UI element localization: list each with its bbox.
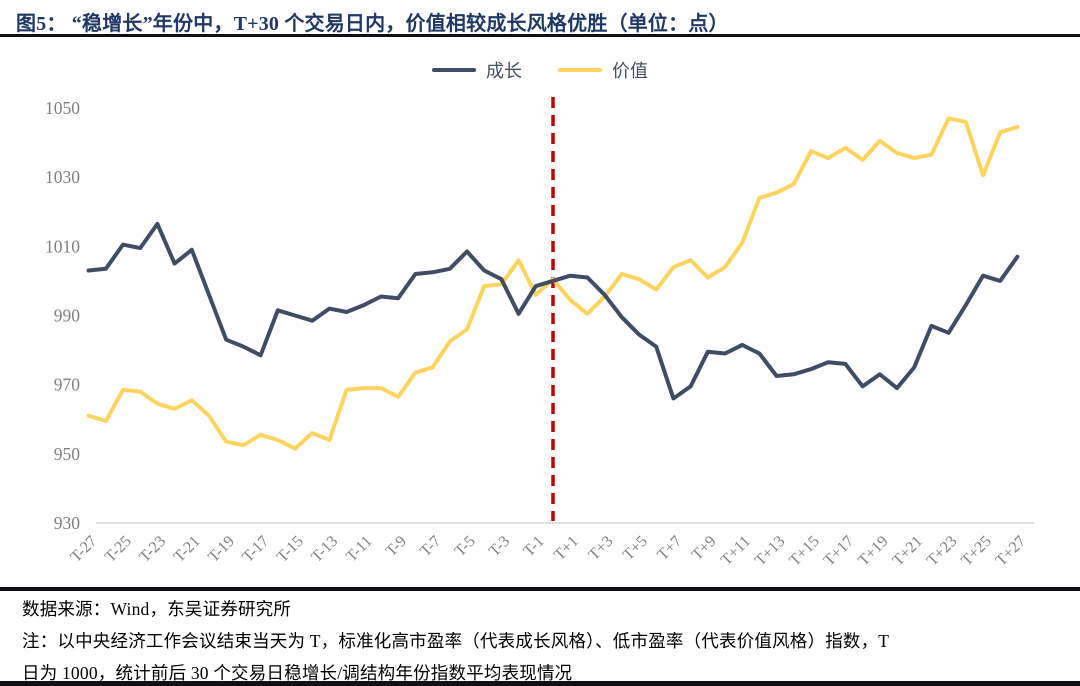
data-source-note: 数据来源：Wind，东吴证券研究所 bbox=[22, 599, 292, 619]
x-tick-label: T+25 bbox=[958, 533, 995, 570]
x-tick-label: T-3 bbox=[486, 533, 513, 560]
x-tick-label: T-15 bbox=[274, 533, 307, 566]
x-tick-label: T-17 bbox=[239, 533, 272, 566]
x-tick-label: T+23 bbox=[924, 533, 961, 570]
x-tick-label: T+21 bbox=[889, 533, 926, 570]
legend-item-growth: 成长 bbox=[432, 57, 522, 83]
x-tick-label: T-11 bbox=[343, 533, 376, 566]
x-tick-label: T+3 bbox=[585, 533, 616, 564]
value-line-swatch bbox=[558, 67, 602, 73]
growth-line bbox=[86, 221, 1020, 401]
x-tick-label: T-1 bbox=[520, 533, 547, 560]
x-tick-label: T+11 bbox=[718, 533, 754, 569]
x-tick-label: T-25 bbox=[102, 533, 135, 566]
x-tick-label: T-21 bbox=[171, 533, 204, 566]
growth-line-swatch bbox=[432, 67, 476, 73]
title-divider bbox=[0, 34, 1080, 37]
x-tick-label: T+17 bbox=[821, 533, 858, 570]
legend-label-growth: 成长 bbox=[486, 61, 522, 81]
x-tick-label: T+9 bbox=[689, 533, 720, 564]
x-tick-label: T+15 bbox=[786, 533, 823, 570]
y-tick-label: 1010 bbox=[45, 236, 80, 256]
x-tick-label: T+27 bbox=[993, 533, 1030, 570]
x-tick-label: T+19 bbox=[855, 533, 892, 570]
methodology-note-line2: 日为 1000，统计前后 30 个交易日稳增长/调结构年份指数平均表现情况 bbox=[22, 663, 573, 683]
chart-legend: 成长 价值 bbox=[0, 57, 1080, 83]
chart-title: 图5： “稳增长”年份中，T+30 个交易日内，价值相较成长风格优胜（单位：点） bbox=[16, 13, 729, 35]
x-tick-label: T-5 bbox=[452, 533, 479, 560]
y-tick-label: 930 bbox=[54, 513, 81, 533]
y-tick-label: 950 bbox=[54, 444, 81, 464]
legend-label-value: 价值 bbox=[612, 61, 648, 81]
y-tick-label: 970 bbox=[54, 375, 81, 395]
y-tick-label: 1050 bbox=[45, 98, 80, 118]
legend-item-value: 价值 bbox=[558, 57, 648, 83]
x-tick-label: T-9 bbox=[383, 533, 410, 560]
x-tick-label: T-27 bbox=[67, 533, 100, 566]
methodology-note-line1: 注：以中央经济工作会议结束当天为 T，标准化高市盈率（代表成长风格）、低市盈率（… bbox=[22, 631, 890, 651]
x-tick-label: T+7 bbox=[654, 533, 685, 564]
y-tick-label: 990 bbox=[54, 306, 81, 326]
x-tick-label: T-19 bbox=[205, 533, 238, 566]
x-tick-label: T-13 bbox=[308, 533, 341, 566]
y-tick-label: 1030 bbox=[45, 167, 80, 187]
x-tick-label: T+5 bbox=[620, 533, 651, 564]
x-tick-label: T-23 bbox=[136, 533, 169, 566]
footer-divider-bottom bbox=[0, 681, 1080, 686]
x-tick-label: T+1 bbox=[551, 533, 582, 564]
x-tick-label: T-7 bbox=[417, 533, 444, 560]
footer-divider-top bbox=[0, 587, 1080, 591]
x-tick-label: T+13 bbox=[752, 533, 789, 570]
